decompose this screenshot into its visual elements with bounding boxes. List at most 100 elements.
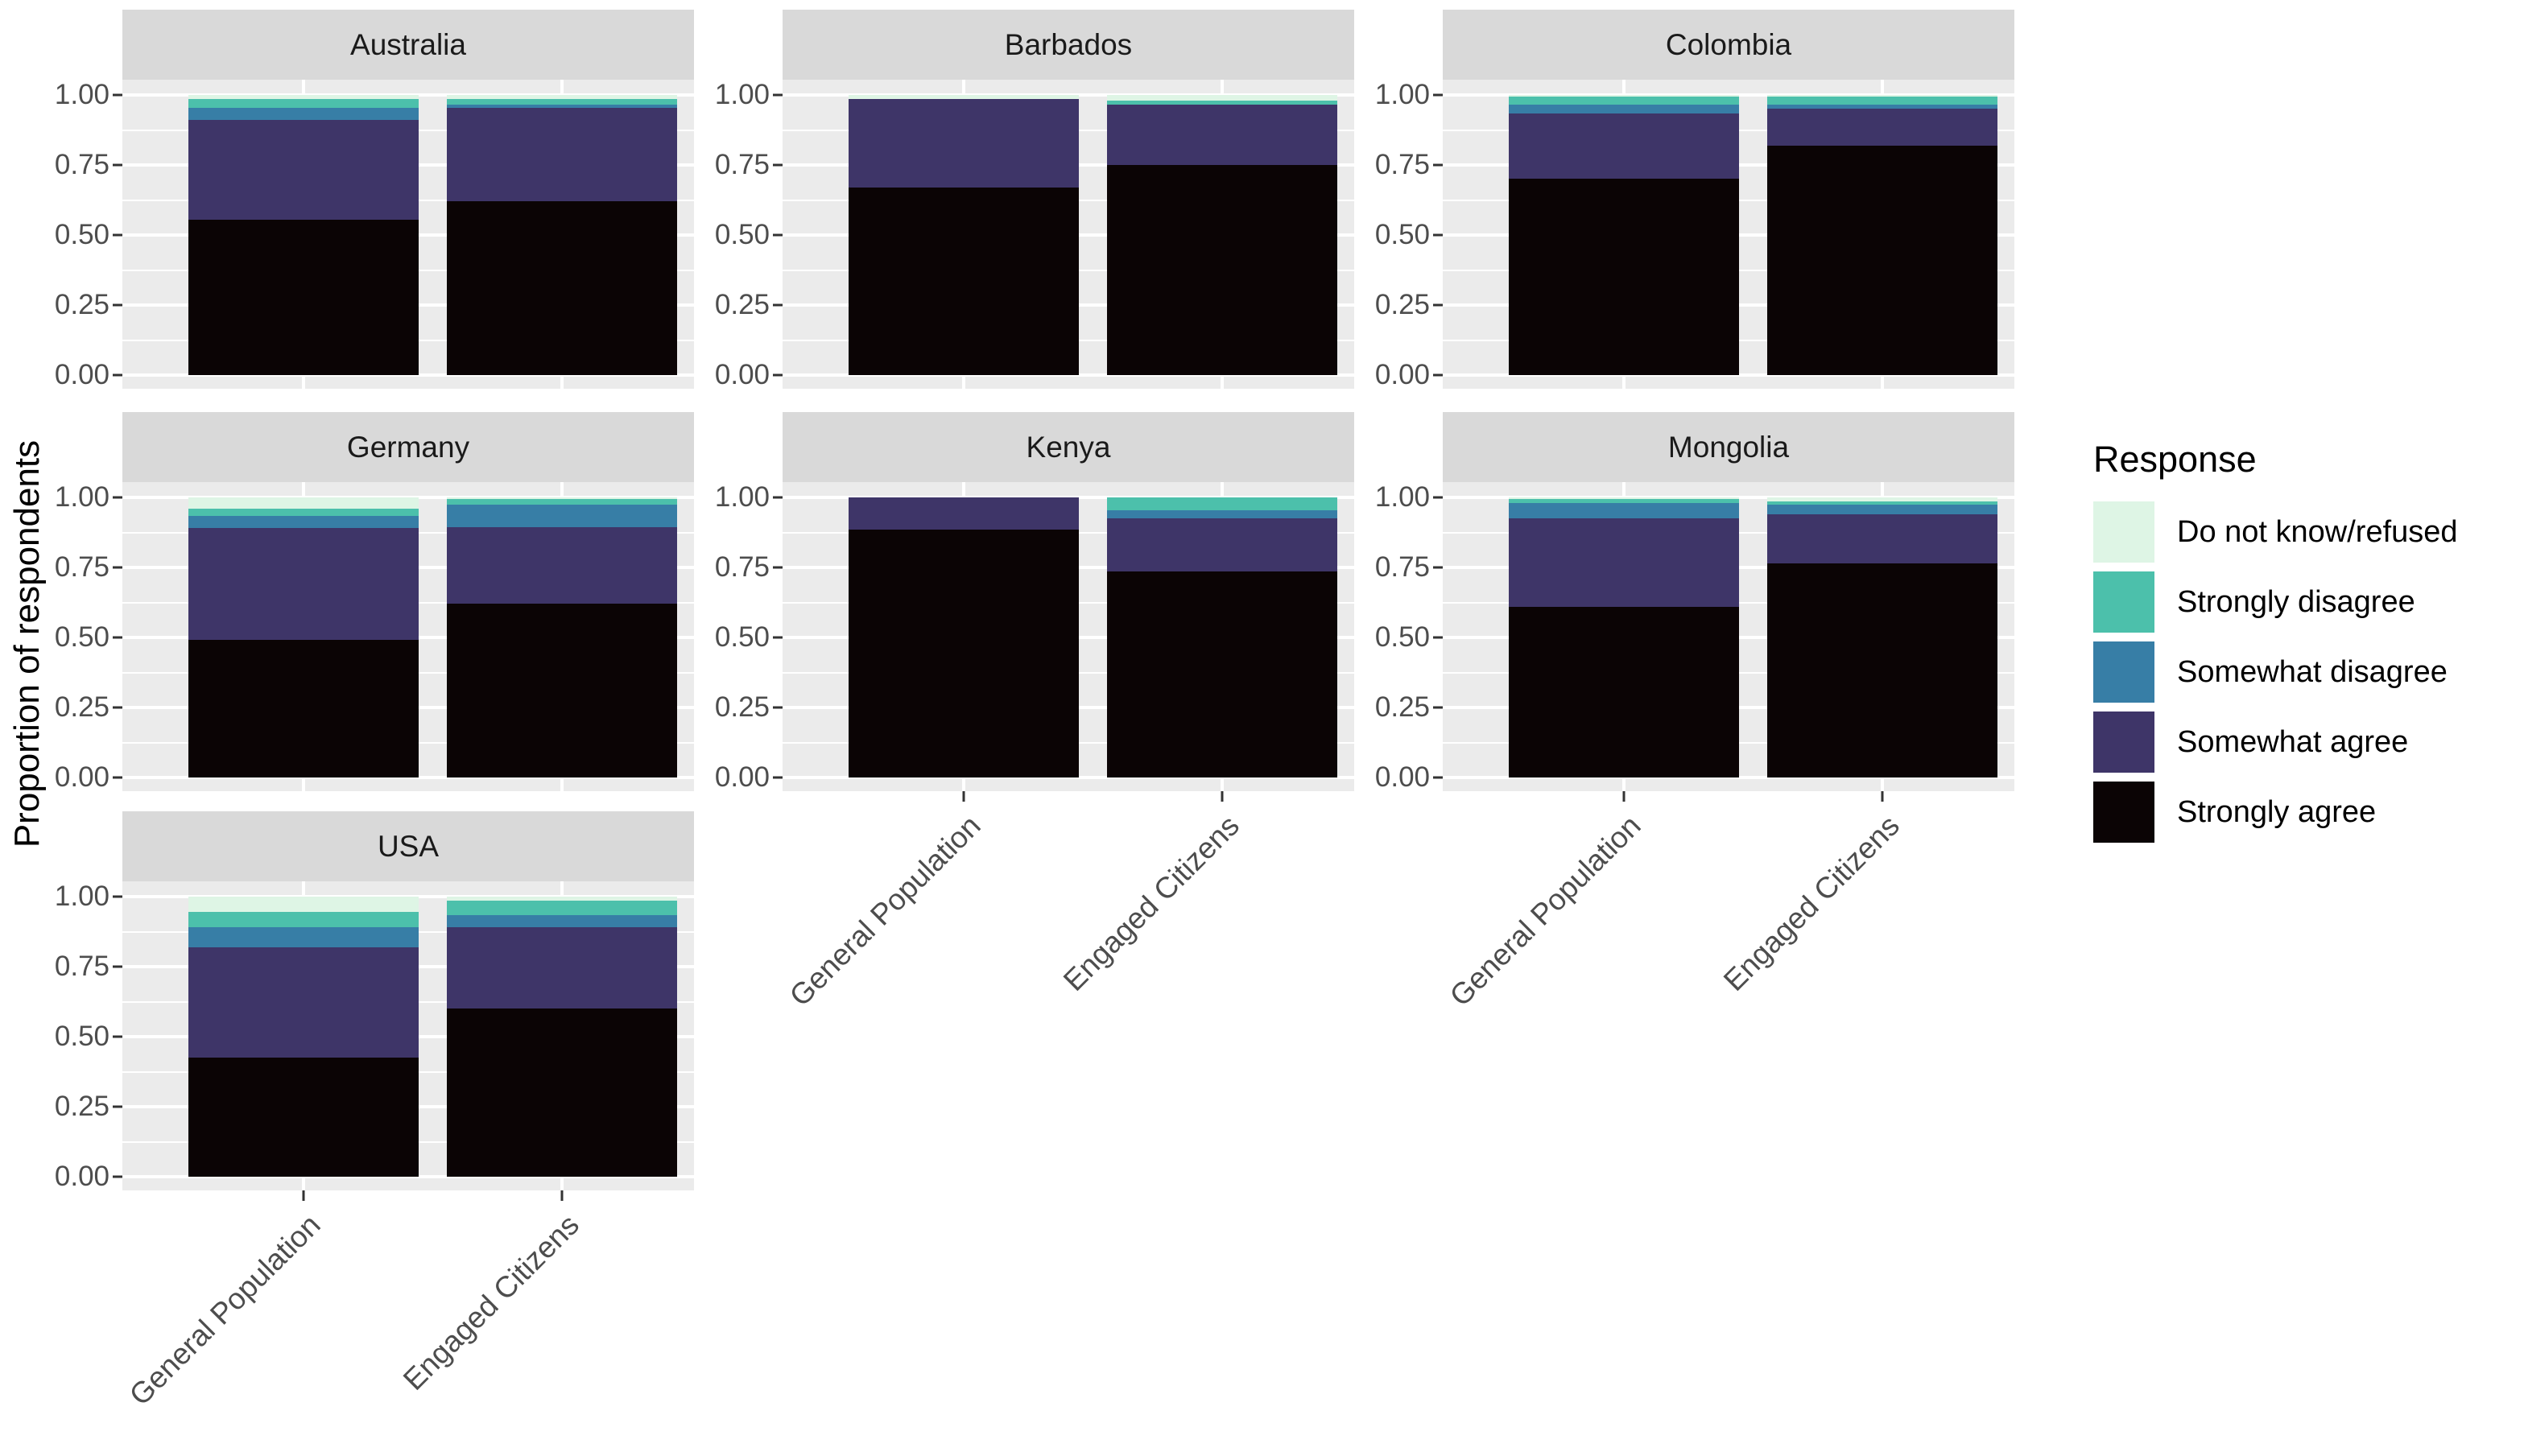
bar-segment-do-not-know-refused	[1509, 95, 1739, 97]
bar-segment-strongly-disagree	[188, 912, 419, 928]
bar-segment-do-not-know-refused	[849, 95, 1079, 100]
strongly-agree-swatch	[2093, 782, 2154, 843]
bar-segment-somewhat-agree	[849, 99, 1079, 188]
facet-barbados: Barbados 1.00 0.75 0.50 0.25 0.00	[715, 10, 1354, 390]
x-tick-label: Engaged Citizens	[1056, 809, 1245, 998]
y-tick-mark	[1433, 496, 1443, 499]
y-tick-mark	[1433, 373, 1443, 377]
bar-segment-somewhat-agree	[1767, 109, 1997, 146]
y-tick-mark	[113, 93, 122, 97]
y-tick-label: 0.75	[1374, 149, 1430, 180]
y-tick-mark	[773, 233, 783, 237]
legend-item: Do not know/refused	[2093, 501, 2520, 563]
bar-segment-strongly-agree	[447, 201, 677, 375]
y-tick-mark	[1433, 706, 1443, 709]
bar-segment-somewhat-disagree	[1767, 504, 1997, 514]
y-tick-label: 0.25	[54, 1091, 109, 1122]
y-tick-mark	[1433, 566, 1443, 569]
facet-strip-label: Mongolia	[1443, 412, 2014, 482]
legend: Response Do not know/refused Strongly di…	[2093, 439, 2520, 852]
y-axis: 1.00 0.75 0.50 0.25 0.00	[1375, 80, 1443, 390]
y-axis: 1.00 0.75 0.50 0.25 0.00	[55, 482, 122, 792]
x-axis: General Population Engaged Citizens	[1443, 791, 2014, 1057]
bar-segment-somewhat-disagree	[1767, 105, 1997, 109]
y-axis: 1.00 0.75 0.50 0.25 0.00	[715, 80, 783, 390]
bar-segment-strongly-agree	[188, 640, 419, 777]
bar-segment-somewhat-agree	[1767, 514, 1997, 563]
y-tick-label: 0.00	[54, 1161, 109, 1192]
x-tick-mark	[302, 1190, 305, 1201]
y-tick-mark	[113, 1035, 122, 1038]
bar-segment-do-not-know-refused	[447, 95, 677, 100]
y-tick-mark	[113, 895, 122, 898]
bar-segment-strongly-disagree	[447, 901, 677, 915]
y-tick-label: 0.25	[714, 289, 770, 320]
y-tick-mark	[773, 163, 783, 167]
bar-segment-somewhat-agree	[1509, 518, 1739, 607]
y-tick-mark	[773, 496, 783, 499]
y-tick-label: 0.00	[1374, 761, 1430, 793]
bar-segment-somewhat-agree	[1509, 113, 1739, 179]
y-tick-mark	[1433, 93, 1443, 97]
bar-segment-strongly-disagree	[1767, 96, 1997, 105]
legend-item: Strongly agree	[2093, 782, 2520, 843]
y-tick-label: 0.50	[54, 1021, 109, 1052]
y-tick-mark	[1433, 636, 1443, 639]
y-tick-mark	[1433, 233, 1443, 237]
facet-usa: USA 1.00 0.75 0.50 0.25 0.00 General Populatio…	[55, 811, 694, 1456]
bar-segment-do-not-know-refused	[1509, 497, 1739, 499]
y-tick-label: 1.00	[1374, 79, 1430, 110]
bar-segment-somewhat-agree	[849, 497, 1079, 530]
y-tick-label: 0.75	[54, 951, 109, 982]
legend-item-label: Somewhat agree	[2177, 724, 2409, 759]
facet-strip-label: Germany	[122, 412, 694, 482]
y-tick-label: 0.50	[714, 219, 770, 250]
y-tick-mark	[113, 1175, 122, 1178]
bar-segment-strongly-agree	[188, 219, 419, 375]
x-tick-mark	[1881, 791, 1884, 802]
bar-segment-strongly-agree	[188, 1058, 419, 1177]
y-tick-mark	[113, 373, 122, 377]
bar-segment-somewhat-agree	[447, 107, 677, 202]
y-tick-label: 0.50	[1374, 219, 1430, 250]
x-tick-label: General Population	[783, 809, 987, 1013]
facet-strip-label: Barbados	[783, 10, 1354, 80]
gridline-major	[1443, 776, 2014, 779]
bar-segment-somewhat-disagree	[188, 515, 419, 529]
somewhat-disagree-swatch	[2093, 641, 2154, 703]
y-tick-mark	[773, 303, 783, 307]
bar-segment-do-not-know-refused	[188, 897, 419, 913]
legend-item-label: Strongly agree	[2177, 794, 2377, 829]
bar-segment-strongly-disagree	[447, 498, 677, 505]
y-tick-mark	[1433, 776, 1443, 779]
y-tick-label: 1.00	[54, 79, 109, 110]
y-tick-label: 0.00	[54, 359, 109, 390]
bar-segment-strongly-disagree	[1107, 497, 1337, 510]
y-tick-label: 0.75	[1374, 551, 1430, 583]
y-tick-mark	[113, 706, 122, 709]
y-tick-label: 0.50	[54, 621, 109, 653]
stacked-bar-general-population	[849, 95, 1079, 375]
y-tick-mark	[113, 776, 122, 779]
gridline-major	[122, 776, 694, 779]
y-tick-label: 0.75	[714, 551, 770, 583]
facet-strip-label: Colombia	[1443, 10, 2014, 80]
legend-item: Strongly disagree	[2093, 571, 2520, 633]
bar-segment-do-not-know-refused	[188, 95, 419, 100]
y-tick-label: 0.50	[714, 621, 770, 653]
x-tick-mark	[1622, 791, 1626, 802]
y-tick-label: 1.00	[1374, 481, 1430, 513]
y-axis: 1.00 0.75 0.50 0.25 0.00	[55, 80, 122, 390]
stacked-bar-engaged-citizens	[1767, 497, 1997, 777]
y-tick-mark	[113, 233, 122, 237]
x-tick-label: General Population	[1444, 809, 1647, 1013]
bar-segment-somewhat-agree	[188, 947, 419, 1058]
bar-segment-do-not-know-refused	[1767, 95, 1997, 97]
facet-strip-label: Kenya	[783, 412, 1354, 482]
do-not-know-swatch	[2093, 501, 2154, 563]
legend-item: Somewhat disagree	[2093, 641, 2520, 703]
stacked-bar-general-population	[1509, 497, 1739, 777]
gridline-major	[122, 1175, 694, 1178]
y-axis: 1.00 0.75 0.50 0.25 0.00	[715, 482, 783, 792]
stacked-bar-general-population	[849, 497, 1079, 777]
